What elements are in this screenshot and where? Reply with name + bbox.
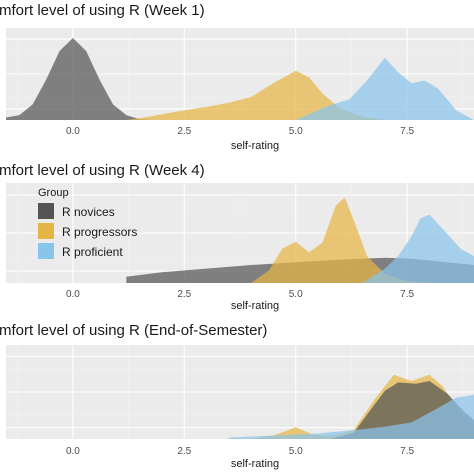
x-tick-label: 0.0 (66, 446, 80, 457)
density-area-r-proficient (295, 57, 474, 120)
legend-key-progressors (38, 223, 54, 239)
density-area-r-novices (6, 38, 154, 120)
x-tick-label: 5.0 (289, 289, 303, 300)
series-week-1 (6, 38, 474, 120)
x-tick-label: 7.5 (400, 446, 414, 457)
density-area-r-progressors (251, 197, 430, 283)
x-tick-label: 2.5 (177, 446, 191, 457)
x-axis-title: self-rating (231, 140, 279, 152)
panel-week-1: mfort level of using R (Week 1) 0.0 2.5 … (0, 2, 474, 152)
x-axis-title: self-rating (231, 458, 279, 470)
panel-title-week-4: mfort level of using R (Week 4) (0, 162, 205, 179)
legend-label-progressors: R progressors (62, 225, 137, 239)
x-tick-label: 7.5 (400, 289, 414, 300)
legend-key-novices (38, 203, 54, 219)
series-week-4 (126, 197, 474, 283)
grid-end-of-semester (6, 345, 474, 439)
x-tick-label: 0.0 (66, 289, 80, 300)
x-tick-label: 7.5 (400, 126, 414, 137)
legend-label-novices: R novices (62, 205, 115, 219)
legend-title: Group (38, 187, 69, 199)
panel-title-end-of-semester: mfort level of using R (End-of-Semester) (0, 322, 267, 339)
panel-end-of-semester: mfort level of using R (End-of-Semester)… (0, 322, 474, 470)
legend: Group R novices R progressors R proficie… (38, 187, 137, 259)
density-area-r-proficient (362, 214, 474, 283)
legend-key-proficient (38, 243, 54, 259)
x-tick-label: 5.0 (289, 446, 303, 457)
x-tick-label: 5.0 (289, 126, 303, 137)
density-area-r-proficient (228, 394, 474, 439)
x-tick-label: 0.0 (66, 126, 80, 137)
series-end-of-semester (228, 374, 474, 439)
legend-label-proficient: R proficient (62, 245, 123, 259)
panel-title-week-1: mfort level of using R (Week 1) (0, 2, 205, 19)
x-tick-label: 2.5 (177, 126, 191, 137)
density-area-r-progressors (126, 70, 385, 120)
x-tick-label: 2.5 (177, 289, 191, 300)
panel-week-4: mfort level of using R (Week 4) 0.0 2.5 … (0, 162, 474, 312)
x-axis-title: self-rating (231, 300, 279, 312)
